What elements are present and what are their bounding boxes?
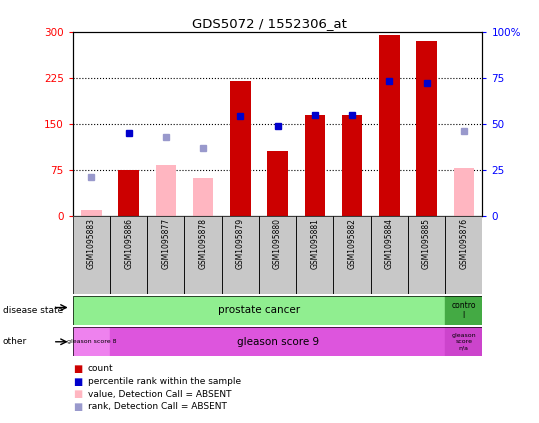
Text: ■: ■ [73, 389, 82, 399]
Bar [184, 216, 222, 294]
Bar [110, 327, 445, 356]
Text: ■: ■ [73, 376, 82, 387]
Bar [408, 216, 445, 294]
Text: percentile rank within the sample: percentile rank within the sample [88, 377, 241, 386]
Bar [371, 216, 408, 294]
Text: gleason score 9: gleason score 9 [237, 337, 319, 347]
Bar [305, 115, 325, 216]
Bar [259, 216, 296, 294]
Bar [259, 216, 296, 294]
Bar [222, 216, 259, 294]
Text: ■: ■ [73, 402, 82, 412]
Text: GSM1095880: GSM1095880 [273, 218, 282, 269]
Bar [445, 216, 482, 294]
Text: GSM1095886: GSM1095886 [124, 218, 133, 269]
Bar [408, 216, 445, 294]
Bar [147, 216, 184, 294]
Text: prostate cancer: prostate cancer [218, 305, 300, 316]
Bar [296, 216, 334, 294]
Bar [371, 216, 408, 294]
Bar [453, 168, 474, 216]
Bar [334, 216, 371, 294]
Text: GSM1095883: GSM1095883 [87, 218, 96, 269]
Bar [445, 296, 482, 325]
Bar [379, 35, 399, 216]
Text: ■: ■ [73, 364, 82, 374]
Bar [296, 216, 334, 294]
Text: rank, Detection Call = ABSENT: rank, Detection Call = ABSENT [88, 402, 227, 412]
Bar [334, 216, 371, 294]
Text: gleason
score
n/a: gleason score n/a [452, 333, 476, 350]
Bar [119, 170, 139, 216]
Bar [73, 216, 110, 294]
Bar [81, 210, 102, 216]
Bar [193, 178, 213, 216]
Text: GSM1095882: GSM1095882 [348, 218, 357, 269]
Text: value, Detection Call = ABSENT: value, Detection Call = ABSENT [88, 390, 231, 399]
Text: GSM1095877: GSM1095877 [161, 218, 170, 269]
Bar [147, 216, 184, 294]
Bar [230, 81, 251, 216]
Bar [156, 165, 176, 216]
Bar [267, 151, 288, 216]
Text: gleason score 8: gleason score 8 [67, 339, 116, 344]
Bar [416, 41, 437, 216]
Bar [193, 178, 213, 216]
Bar [110, 216, 147, 294]
Bar [222, 216, 259, 294]
Text: GSM1095884: GSM1095884 [385, 218, 394, 269]
Bar [110, 216, 147, 294]
Text: GSM1095878: GSM1095878 [198, 218, 208, 269]
Bar [184, 216, 222, 294]
Text: contro
l: contro l [452, 301, 476, 320]
Text: other: other [3, 337, 27, 346]
Text: disease state: disease state [3, 306, 63, 316]
Text: GSM1095885: GSM1095885 [422, 218, 431, 269]
Text: GSM1095879: GSM1095879 [236, 218, 245, 269]
Bar [73, 216, 110, 294]
Bar [73, 327, 110, 356]
Text: GSM1095881: GSM1095881 [310, 218, 319, 269]
Text: count: count [88, 364, 114, 374]
Bar [445, 327, 482, 356]
Text: GSM1095876: GSM1095876 [459, 218, 468, 269]
Bar [342, 115, 362, 216]
Bar [445, 216, 482, 294]
Text: GDS5072 / 1552306_at: GDS5072 / 1552306_at [192, 17, 347, 30]
